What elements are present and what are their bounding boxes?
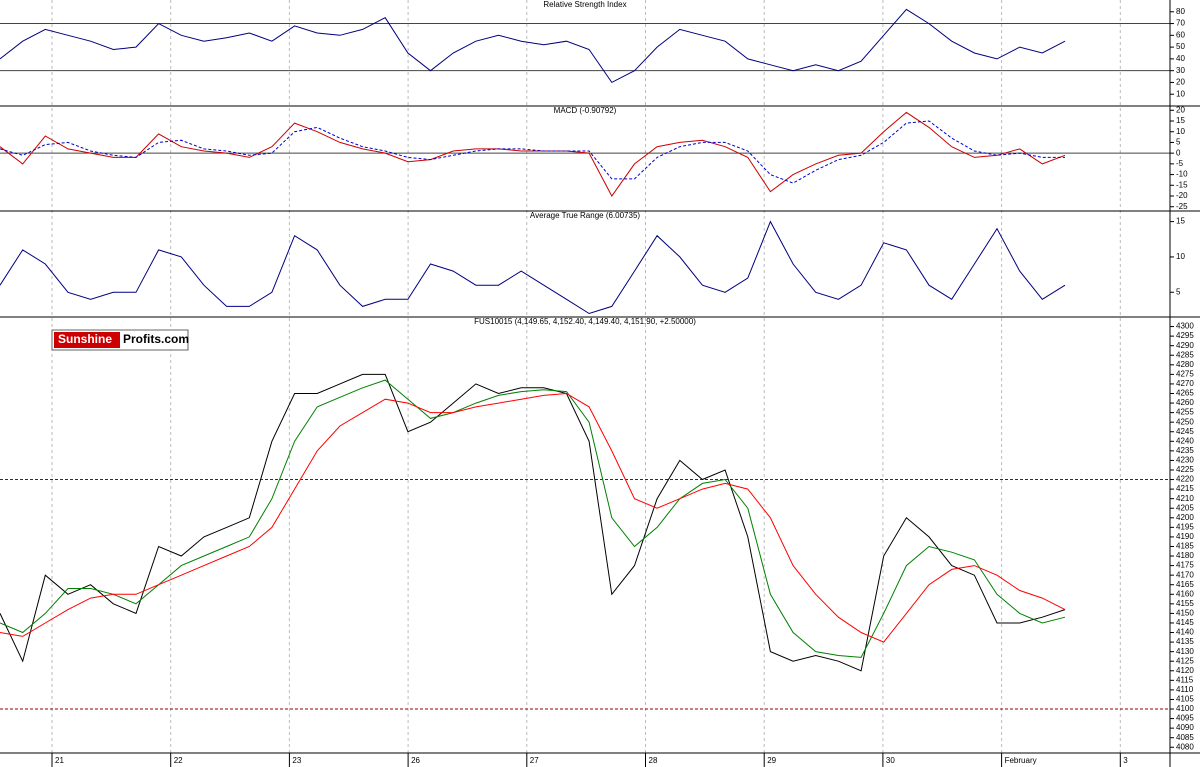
y-tick-label: 50 [1176, 42, 1185, 51]
series-line [0, 120, 1065, 184]
x-tick-label: 30 [886, 756, 895, 765]
logo-text: Sunshine [58, 332, 112, 346]
y-tick-label: 20 [1176, 78, 1185, 87]
x-tick-label: 23 [292, 756, 301, 765]
x-tick-label: February [1005, 756, 1037, 765]
y-tick-label: 4100 [1176, 704, 1194, 713]
y-tick-label: 40 [1176, 54, 1185, 63]
y-tick-label: 4105 [1176, 695, 1194, 704]
y-tick-label: 4135 [1176, 637, 1194, 646]
logo-text: Profits.com [123, 332, 189, 346]
y-tick-label: 80 [1176, 7, 1185, 16]
y-tick-label: 4300 [1176, 322, 1194, 331]
y-tick-label: 15 [1176, 217, 1185, 226]
panel-title: Relative Strength Index [543, 0, 626, 9]
y-tick-label: 4210 [1176, 494, 1194, 503]
y-tick-label: 20 [1176, 105, 1185, 114]
y-tick-label: 4095 [1176, 714, 1194, 723]
y-tick-label: 4260 [1176, 398, 1194, 407]
x-tick-label: 27 [530, 756, 539, 765]
y-tick-label: -25 [1176, 202, 1188, 211]
y-tick-label: 4205 [1176, 503, 1194, 512]
logo-red [54, 332, 120, 348]
y-tick-label: 4195 [1176, 522, 1194, 531]
y-tick-label: 4115 [1176, 675, 1194, 684]
y-tick-label: 0 [1176, 148, 1181, 157]
y-tick-label: 4230 [1176, 456, 1194, 465]
y-tick-label: 4120 [1176, 666, 1194, 675]
x-tick-label: 21 [55, 756, 64, 765]
y-tick-label: -5 [1176, 159, 1184, 168]
y-tick-label: -15 [1176, 180, 1188, 189]
y-tick-label: 4150 [1176, 609, 1194, 618]
y-tick-label: 4130 [1176, 647, 1194, 656]
panel-title: Average True Range (6.00735) [530, 211, 640, 220]
y-tick-label: 4275 [1176, 369, 1194, 378]
y-tick-label: 4160 [1176, 589, 1194, 598]
x-tick-label: 28 [649, 756, 658, 765]
series-line [0, 8, 1066, 84]
series-line [0, 111, 1066, 197]
y-tick-label: 4140 [1176, 628, 1194, 637]
series-line [0, 392, 1066, 643]
y-tick-label: 4285 [1176, 350, 1194, 359]
y-tick-label: 4245 [1176, 427, 1194, 436]
y-tick-label: 4190 [1176, 532, 1194, 541]
y-tick-label: 70 [1176, 19, 1185, 28]
panel-title: MACD (-0.90792) [554, 106, 617, 115]
y-tick-label: -20 [1176, 191, 1188, 200]
y-tick-label: 4250 [1176, 417, 1194, 426]
y-tick-label: 4270 [1176, 379, 1194, 388]
y-tick-label: 10 [1176, 89, 1185, 98]
y-tick-label: 4175 [1176, 561, 1194, 570]
x-tick-label: 3 [1123, 756, 1128, 765]
y-tick-label: 4090 [1176, 723, 1194, 732]
y-tick-label: 4110 [1176, 685, 1194, 694]
series-line [0, 379, 1066, 658]
y-tick-label: 4155 [1176, 599, 1194, 608]
x-tick-label: 29 [767, 756, 776, 765]
y-tick-label: 4235 [1176, 446, 1194, 455]
y-tick-label: 4295 [1176, 331, 1194, 340]
series-line [0, 220, 1066, 315]
y-tick-label: 60 [1176, 30, 1185, 39]
x-tick-label: 22 [174, 756, 183, 765]
y-tick-label: 4220 [1176, 475, 1194, 484]
y-tick-label: 30 [1176, 66, 1185, 75]
y-tick-label: 4170 [1176, 570, 1194, 579]
y-tick-label: 5 [1176, 287, 1181, 296]
panel-title: FUS10015 (4,149.65, 4,152.40, 4,149.40, … [474, 317, 696, 326]
y-tick-label: 10 [1176, 127, 1185, 136]
x-tick-label: 26 [411, 756, 420, 765]
y-tick-label: 4125 [1176, 656, 1194, 665]
y-tick-label: 4180 [1176, 551, 1194, 560]
y-tick-label: 15 [1176, 116, 1185, 125]
series-line [0, 373, 1066, 672]
y-tick-label: 4200 [1176, 513, 1194, 522]
y-tick-label: 5 [1176, 138, 1181, 147]
y-tick-label: 4255 [1176, 408, 1194, 417]
y-tick-label: 4080 [1176, 742, 1194, 751]
y-tick-label: 4280 [1176, 360, 1194, 369]
y-tick-label: 4085 [1176, 733, 1194, 742]
y-tick-label: 4265 [1176, 389, 1194, 398]
y-tick-label: 4215 [1176, 484, 1194, 493]
y-tick-label: 4185 [1176, 542, 1194, 551]
y-tick-label: 4225 [1176, 465, 1194, 474]
y-tick-label: 4145 [1176, 618, 1194, 627]
y-tick-label: 4240 [1176, 436, 1194, 445]
y-tick-label: 10 [1176, 252, 1185, 261]
y-tick-label: -10 [1176, 170, 1188, 179]
y-tick-label: 4290 [1176, 341, 1194, 350]
y-tick-label: 4165 [1176, 580, 1194, 589]
